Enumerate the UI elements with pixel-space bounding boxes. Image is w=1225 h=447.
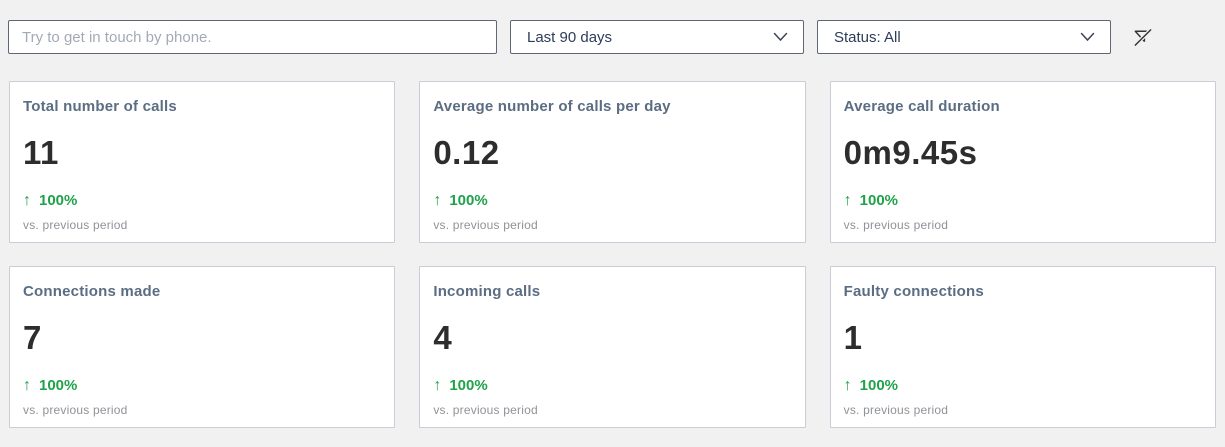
trend-up-arrow-icon: ↑	[23, 192, 31, 209]
card-value: 0.12	[433, 134, 500, 171]
card-title: Incoming calls	[433, 283, 541, 300]
card-change-percent: 100%	[859, 377, 899, 394]
phone-search-input[interactable]	[8, 20, 497, 54]
card-value: 4	[433, 319, 453, 356]
card-value: 1	[843, 319, 863, 356]
card-title: Faulty connections	[843, 283, 984, 300]
stat-card-avg-call-duration: Average call duration 0m9.45s ↑ 100% vs.…	[829, 81, 1216, 243]
card-comparison-label: vs. previous period	[23, 218, 128, 232]
trend-up-arrow-icon: ↑	[433, 192, 442, 209]
trend-up-arrow-icon: ↑	[843, 377, 852, 394]
status-value: Status: All	[834, 28, 901, 46]
stat-card-incoming-calls: Incoming calls 4 ↑ 100% vs. previous per…	[419, 266, 806, 428]
card-comparison-label: vs. previous period	[843, 403, 949, 417]
status-dropdown[interactable]: Status: All	[817, 20, 1111, 54]
date-range-dropdown[interactable]: Last 90 days	[510, 20, 804, 54]
card-trend: ↑ 100%	[23, 378, 380, 394]
date-range-value: Last 90 days	[527, 28, 613, 46]
card-trend: ↑ 100%	[23, 193, 380, 209]
card-title: Average number of calls per day	[433, 98, 671, 115]
card-change-percent: 100%	[39, 192, 78, 209]
trend-up-arrow-icon: ↑	[843, 192, 852, 209]
stat-card-total-calls: Total number of calls 11 ↑ 100% vs. prev…	[9, 81, 396, 243]
card-change-percent: 100%	[39, 377, 78, 394]
card-comparison-label: vs. previous period	[843, 218, 949, 232]
card-comparison-label: vs. previous period	[433, 218, 538, 232]
card-title: Total number of calls	[23, 98, 177, 115]
card-change-percent: 100%	[449, 377, 488, 394]
stat-card-connections-made: Connections made 7 ↑ 100% vs. previous p…	[9, 266, 396, 428]
clear-filters-button[interactable]	[1128, 23, 1157, 52]
stat-cards-grid: Total number of calls 11 ↑ 100% vs. prev…	[0, 54, 1225, 428]
card-title: Connections made	[23, 283, 161, 300]
filter-bar: Last 90 days Status: All	[0, 0, 1225, 54]
card-title: Average call duration	[843, 98, 1000, 115]
card-trend: ↑ 100%	[844, 378, 1201, 394]
card-comparison-label: vs. previous period	[433, 403, 538, 417]
card-trend: ↑ 100%	[844, 193, 1201, 209]
card-change-percent: 100%	[859, 192, 899, 209]
chevron-down-icon	[773, 29, 788, 46]
chevron-down-icon	[1080, 29, 1095, 46]
trend-up-arrow-icon: ↑	[23, 377, 31, 394]
card-value: 0m9.45s	[843, 134, 978, 171]
filter-off-icon	[1131, 27, 1154, 52]
card-trend: ↑ 100%	[433, 193, 790, 209]
card-change-percent: 100%	[449, 192, 488, 209]
card-value: 7	[23, 319, 42, 356]
card-value: 11	[23, 134, 59, 171]
card-comparison-label: vs. previous period	[23, 403, 128, 417]
trend-up-arrow-icon: ↑	[433, 377, 442, 394]
stat-card-avg-calls-per-day: Average number of calls per day 0.12 ↑ 1…	[419, 81, 806, 243]
stat-card-faulty-connections: Faulty connections 1 ↑ 100% vs. previous…	[829, 266, 1216, 428]
card-trend: ↑ 100%	[433, 378, 790, 394]
